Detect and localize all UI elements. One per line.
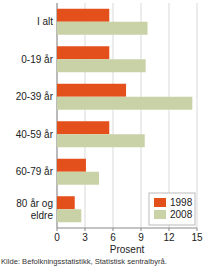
category-label: 20-39 år xyxy=(16,91,54,102)
category-label: I alt xyxy=(37,16,53,27)
category-label-line: eldre xyxy=(31,210,54,221)
bar xyxy=(57,59,146,72)
category-label-line: 0-19 år xyxy=(21,54,53,65)
category-label: 0-19 år xyxy=(21,54,53,65)
grid-line xyxy=(57,3,58,228)
category-label: 40-59 år xyxy=(16,129,54,140)
chart: 0 3 6 9 12 15 I alt 0-19 år 20-39 år 40-59 år 60-7… xyxy=(0,0,206,267)
bar xyxy=(57,134,145,147)
bar xyxy=(57,22,148,35)
legend-swatch xyxy=(154,198,166,207)
bar xyxy=(57,121,109,134)
category-label: 60-79 år xyxy=(16,166,54,177)
bar xyxy=(57,172,99,185)
bar xyxy=(57,209,81,222)
bar xyxy=(57,97,192,110)
bars xyxy=(57,9,192,223)
tick-label: 9 xyxy=(138,232,144,243)
category-label-line: I alt xyxy=(37,16,53,27)
category-label-line: 60-79 år xyxy=(16,166,54,177)
tick-label: 3 xyxy=(82,232,88,243)
legend-label: 1998 xyxy=(170,197,193,208)
category-label-line: 80 år og xyxy=(16,198,53,209)
tick-label: 15 xyxy=(191,232,203,243)
category-label-line: 20-39 år xyxy=(16,91,54,102)
bar xyxy=(57,159,86,172)
legend xyxy=(149,193,195,225)
y-axis xyxy=(57,3,58,228)
tick-label: 12 xyxy=(163,232,175,243)
bar xyxy=(57,196,75,209)
bar xyxy=(57,84,126,97)
legend-swatch xyxy=(154,210,166,219)
grid-line xyxy=(141,3,142,228)
category-label: 80 år ogeldre xyxy=(16,198,53,221)
axis-label: Prosent xyxy=(110,244,145,255)
source: Kilde: Befolkningsstatistikk, Statistisk… xyxy=(1,257,167,266)
x-axis xyxy=(57,228,197,229)
tick-label: 0 xyxy=(54,232,60,243)
legend-label: 2008 xyxy=(170,209,193,220)
bar xyxy=(57,46,109,59)
grid-line xyxy=(197,3,198,228)
grid-line xyxy=(85,3,86,228)
tick-label: 6 xyxy=(110,232,116,243)
grid-line xyxy=(113,3,114,228)
bar xyxy=(57,9,109,22)
category-label-line: 40-59 år xyxy=(16,129,54,140)
